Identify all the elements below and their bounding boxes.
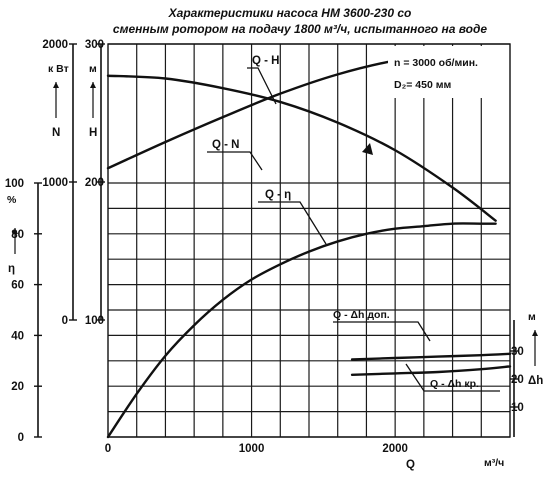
diameter-annotation: D₂= 450 мм: [394, 79, 452, 91]
x-axis-unit: м³/ч: [484, 457, 504, 469]
leader-q-dh-allowed: [333, 321, 431, 342]
axis-arrow-head: [90, 82, 96, 88]
axis-arrow-head: [532, 330, 538, 336]
x-tick-label: 1000: [239, 443, 265, 455]
leader-lines: [207, 67, 500, 392]
h-axis-label: H: [89, 127, 97, 139]
h-axis-unit: м: [89, 63, 97, 75]
h-tick-label: 300: [85, 39, 104, 51]
plot-grid: [107, 43, 511, 438]
dh-tick-label: 10: [511, 402, 524, 414]
dh-tick-label: 20: [511, 374, 524, 386]
dh-axis-label: Δh: [528, 375, 543, 387]
h-tick-label: 100: [85, 315, 104, 327]
h-tick-label: 200: [85, 177, 104, 189]
eta-tick-label: 40: [11, 330, 24, 342]
x-tick-label: 0: [105, 443, 111, 455]
axis-arrow-head: [53, 82, 59, 88]
speed-annotation: n = 3000 об/мин.: [394, 57, 478, 69]
n-tick-label: 2000: [42, 39, 68, 51]
n-tick-label: 1000: [42, 177, 68, 189]
curve-q-dh-allowed: [350, 352, 512, 361]
leader-q-h: [247, 67, 277, 105]
eta-tick-label: 60: [11, 280, 24, 292]
curve-q-dh-critical: [350, 365, 512, 376]
curve-q-h: [106, 74, 497, 222]
plot-frame: [107, 43, 511, 438]
dh-tick-label: 30: [511, 346, 524, 358]
eta-axis-unit: %: [7, 194, 17, 206]
label-q-n: Q - N: [212, 139, 239, 151]
x-axis-label: Q: [406, 459, 415, 471]
label-q-h: Q - H: [252, 55, 279, 67]
curve-q-eta: [106, 222, 497, 439]
eta-tick-label: 20: [11, 381, 24, 393]
leader-q-dh-critical: [405, 363, 500, 392]
eta-tick-label: 0: [18, 432, 24, 444]
leader-arrow: [362, 143, 373, 155]
leader-q-n: [207, 151, 263, 171]
label-q-eta: Q - η: [265, 189, 291, 201]
x-tick-label: 2000: [382, 443, 408, 455]
chart-subtitle: сменным ротором на подачу 1800 м³/ч, исп…: [113, 22, 487, 36]
annotation-box: [388, 46, 506, 98]
axis-arrow-head: [12, 228, 18, 234]
label-q-dh-critical: Q - Δh кр.: [430, 378, 479, 390]
eta-axis-label: η: [8, 263, 15, 275]
label-q-dh-allowed: Q - Δh доп.: [333, 309, 390, 321]
chart-title: Характеристики насоса НМ 3600-230 со: [168, 6, 412, 20]
n-axis-label: N: [52, 127, 60, 139]
dh-axis-unit: м: [528, 311, 536, 323]
eta-tick-label: 100: [5, 178, 24, 190]
n-tick-label: 0: [62, 315, 68, 327]
leader-q-eta: [258, 201, 327, 245]
eta-tick-label: 80: [11, 229, 24, 241]
n-axis-unit: к Вт: [48, 63, 69, 75]
